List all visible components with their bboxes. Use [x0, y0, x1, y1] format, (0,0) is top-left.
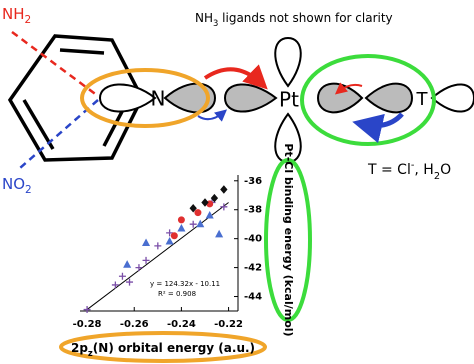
point — [196, 219, 205, 228]
y-tick-label: -44 — [244, 292, 262, 303]
double-bond — [59, 48, 105, 55]
note: NH3 ligands not shown for clarity — [195, 11, 393, 28]
substituent-top-part: 2 — [25, 14, 32, 26]
point — [201, 198, 209, 207]
point — [177, 216, 185, 224]
platinum-label: Pt — [279, 88, 299, 112]
y-tick-label: -36 — [244, 176, 262, 187]
substituent-bottom-part: NO — [2, 175, 25, 193]
n-back-lobe — [98, 83, 157, 113]
pt-right-lobe — [316, 82, 364, 114]
point — [189, 220, 197, 228]
point — [166, 229, 174, 237]
x-axis-label: 2pz(N) orbital energy (a.u.) — [71, 341, 255, 358]
point — [189, 204, 197, 213]
x-tick-label: -0.28 — [73, 319, 102, 330]
trendline — [86, 202, 229, 310]
substituent-bottom-part: 2 — [25, 184, 32, 196]
note-part: 3 — [213, 18, 218, 28]
no2-bond — [19, 99, 99, 169]
donation-arrow — [203, 64, 268, 90]
t-lobe — [364, 82, 414, 114]
point — [123, 260, 132, 268]
y-tick-label: -40 — [244, 234, 262, 245]
ligand-definition-part: , H — [414, 162, 433, 178]
nitrogen-label: N — [151, 87, 166, 111]
point — [111, 281, 119, 289]
t-back-lobe — [430, 83, 474, 113]
back-arrow — [197, 109, 228, 122]
point — [135, 264, 143, 272]
ligand-definition-part: - — [411, 160, 415, 171]
point — [210, 193, 219, 203]
point — [83, 306, 91, 314]
point — [177, 223, 186, 232]
x-axis-label-part: 2p — [71, 341, 88, 355]
note-part: ligands not shown for clarity — [218, 11, 392, 25]
y-label-highlight — [264, 158, 312, 322]
x-axis-label-part: (N) orbital energy (a.u.) — [93, 341, 255, 355]
point — [220, 185, 228, 194]
pt-left-lobe — [223, 83, 278, 113]
note-part: NH — [195, 11, 213, 25]
double-bond — [22, 99, 55, 150]
substituent-top: NH2 — [2, 5, 31, 27]
substituent-top-part: NH — [2, 5, 25, 23]
trans-red-arrow — [334, 82, 363, 95]
x-axis-label-part: z — [88, 348, 93, 358]
x-tick-label: -0.22 — [214, 319, 243, 330]
n-lone-pair-lobe — [163, 82, 217, 114]
ligand-definition: T = Cl-, H2O — [367, 160, 451, 182]
ligand-definition-part: 2 — [434, 171, 440, 182]
point — [215, 229, 224, 238]
ligand-definition-part: O — [440, 162, 451, 178]
trans-blue-arrow — [352, 112, 404, 144]
r-squared: R² = 0.908 — [158, 290, 196, 298]
equation: y = 124.32x - 10.11 — [150, 280, 220, 288]
y-tick-label: -38 — [244, 205, 262, 216]
ring-outline — [7, 34, 144, 162]
point — [194, 209, 202, 217]
pt-top-lobe — [274, 36, 302, 88]
x-label-highlight — [59, 331, 267, 363]
point — [165, 236, 174, 245]
point — [142, 256, 150, 264]
nh2-bond — [11, 30, 99, 98]
point — [205, 210, 214, 219]
point — [141, 238, 151, 246]
trans-ligand-label: T — [416, 89, 429, 110]
point — [126, 278, 134, 286]
point — [220, 203, 228, 211]
n-highlight — [80, 68, 210, 128]
ligand-definition-part: T = Cl — [367, 162, 411, 178]
y-axis-label: Pt-Cl binding energy (kcal/mol) — [282, 143, 295, 336]
trans-highlight — [300, 54, 436, 146]
x-tick-label: -0.26 — [120, 319, 149, 330]
x-tick-label: -0.24 — [167, 319, 196, 330]
point — [118, 272, 126, 280]
point — [154, 242, 162, 250]
substituent-bottom: NO2 — [2, 175, 32, 197]
point — [170, 232, 178, 240]
y-tick-label: -42 — [244, 263, 262, 274]
